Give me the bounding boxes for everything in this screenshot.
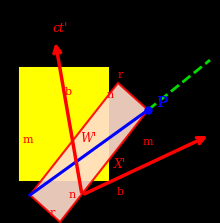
Text: m: m (143, 137, 153, 147)
Text: P: P (156, 96, 168, 110)
Text: ct': ct' (52, 21, 68, 35)
Polygon shape (20, 68, 108, 180)
Text: m: m (23, 135, 33, 145)
Polygon shape (30, 83, 148, 222)
Text: b: b (116, 187, 124, 197)
Text: r: r (49, 208, 55, 218)
Text: b: b (64, 87, 72, 97)
Text: n: n (68, 190, 76, 200)
Text: X': X' (114, 159, 126, 171)
Text: n: n (106, 90, 114, 100)
Text: W': W' (80, 132, 96, 145)
Text: r: r (117, 70, 123, 80)
